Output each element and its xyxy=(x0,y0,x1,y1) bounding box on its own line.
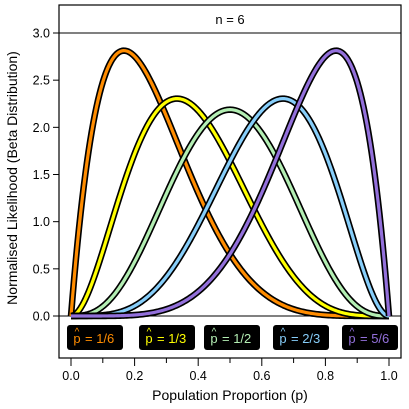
series-line xyxy=(70,108,390,318)
series-1 xyxy=(67,47,391,320)
legend-hat: ^ xyxy=(147,327,152,338)
series-line xyxy=(69,49,390,318)
legend-box xyxy=(67,325,123,350)
series-line-outline xyxy=(69,106,391,320)
legend: ^p = 1/6 ^p = 1/3 ^p = 1/2 ^p = 2/3 ^p = 5/6 xyxy=(67,325,398,350)
legend-item-4: ^p = 2/3 xyxy=(273,325,329,350)
y-tick-label: 2.5 xyxy=(33,74,50,88)
legend-label: = 1/3 xyxy=(157,331,186,346)
x-tick-label: 0.0 xyxy=(62,369,79,383)
series-3 xyxy=(69,106,391,320)
y-tick-label: 2.0 xyxy=(33,121,50,135)
legend-symbol: p xyxy=(73,331,80,346)
y-axis: 0.0 0.5 1.0 1.5 2.0 2.5 3.0 xyxy=(33,27,59,324)
legend-symbol: p xyxy=(145,331,152,346)
series-4 xyxy=(69,95,391,320)
x-axis: 0.0 0.2 0.4 0.6 0.8 1.0 xyxy=(62,358,398,383)
legend-item-3: ^p = 1/2 xyxy=(204,325,260,350)
legend-label: = 2/3 xyxy=(291,331,320,346)
x-tick-label: 0.6 xyxy=(253,369,270,383)
x-tick-label: 0.2 xyxy=(126,369,143,383)
x-tick-label: 0.8 xyxy=(317,369,334,383)
series-line xyxy=(70,97,390,318)
x-axis-label: Population Proportion (p) xyxy=(152,387,308,403)
legend-symbol: p xyxy=(210,331,217,346)
panel-label: n = 6 xyxy=(215,12,244,27)
series-line-outline xyxy=(67,47,391,320)
x-tick-label: 1.0 xyxy=(380,369,397,383)
legend-label: = 1/6 xyxy=(85,331,114,346)
y-tick-label: 1.5 xyxy=(33,168,50,182)
series-line xyxy=(70,49,391,318)
legend-item-1: ^p = 1/6 xyxy=(67,325,123,350)
legend-item-2: ^p = 1/3 xyxy=(139,325,195,350)
y-tick-label: 0.5 xyxy=(33,262,50,276)
legend-hat: ^ xyxy=(350,327,355,338)
legend-hat: ^ xyxy=(75,327,80,338)
legend-hat: ^ xyxy=(212,327,217,338)
x-tick-label: 0.4 xyxy=(190,369,207,383)
legend-box xyxy=(342,325,398,350)
legend-symbol: p xyxy=(279,331,286,346)
legend-box xyxy=(139,325,195,350)
legend-box xyxy=(204,325,260,350)
legend-label: = 1/2 xyxy=(222,331,251,346)
y-tick-label: 3.0 xyxy=(33,27,50,41)
series-5 xyxy=(69,47,393,320)
legend-box xyxy=(273,325,329,350)
y-tick-label: 1.0 xyxy=(33,215,50,229)
y-axis-label: Normalised Likelihood (Beta Distribution… xyxy=(4,51,20,305)
series-line-outline xyxy=(69,47,393,320)
legend-hat: ^ xyxy=(281,327,286,338)
legend-symbol: p xyxy=(348,331,355,346)
series-layer xyxy=(67,47,393,320)
legend-label: = 5/6 xyxy=(360,331,389,346)
legend-item-5: ^p = 5/6 xyxy=(342,325,398,350)
y-tick-label: 0.0 xyxy=(33,310,50,324)
